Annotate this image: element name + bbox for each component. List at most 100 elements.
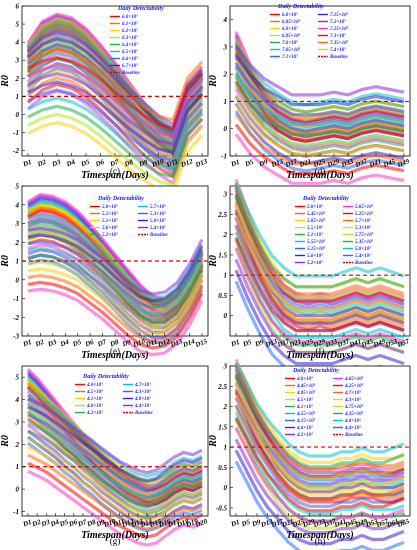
legend-entry: 4.45×10⁵ bbox=[296, 383, 316, 389]
legend-entry: 5.25×10⁵ bbox=[355, 211, 374, 217]
legend-entry: 4.35×10⁵ bbox=[344, 411, 364, 417]
series-line bbox=[234, 247, 405, 344]
series-line bbox=[27, 88, 204, 163]
legend-entry: Baseline bbox=[329, 55, 349, 60]
legend-entry: 5.7×10⁵ bbox=[150, 204, 166, 210]
y-tick-label: 3 bbox=[223, 191, 228, 199]
legend-entry: 7.1×10⁵ bbox=[282, 54, 298, 60]
legend: Daily Detectability 6.8×10⁵6.85×10⁵6.9×10… bbox=[270, 4, 349, 60]
legend-entry: Baseline bbox=[134, 411, 154, 416]
legend-entry: 4.4×10⁵ bbox=[134, 403, 151, 409]
legend-entry: 5.05×10⁵ bbox=[307, 218, 326, 224]
y-tick-label: 3 bbox=[15, 220, 20, 228]
series-line bbox=[234, 110, 405, 173]
series-line bbox=[27, 63, 204, 138]
legend-entry: 7.25×10⁵ bbox=[330, 26, 349, 32]
series-line bbox=[234, 236, 405, 333]
y-tick-label: 2 bbox=[15, 441, 20, 449]
series-line bbox=[234, 258, 405, 355]
series-line bbox=[27, 226, 204, 296]
legend-entry: 6.3×10⁵ bbox=[122, 35, 138, 41]
legend-entry: 6.2×10⁵ bbox=[122, 28, 138, 34]
legend-title: Daily Detectability bbox=[292, 368, 339, 374]
series-line bbox=[27, 233, 204, 303]
y-tick-label: 5 bbox=[16, 374, 20, 382]
x-tick-label: D11 bbox=[144, 337, 159, 349]
legend-entry: 6.0×10⁵ bbox=[122, 14, 138, 20]
legend-entry: 5.4×10⁵ bbox=[355, 253, 371, 259]
chart-panel: -1012345D1D2D3D4D5D6D7D8D9D10D11D12D13D1… bbox=[0, 365, 209, 547]
x-tick-label: D8 bbox=[85, 518, 97, 529]
x-tick-label: D21 bbox=[287, 337, 302, 349]
panel-label: (d) bbox=[315, 166, 326, 176]
legend-title: Daily Detectability bbox=[97, 196, 144, 202]
legend-entry: 6.1×10⁵ bbox=[122, 21, 138, 27]
legend-entry: 5.8×10⁵ bbox=[150, 218, 166, 224]
x-tick-label: D41 bbox=[347, 337, 362, 349]
series-line bbox=[27, 421, 203, 499]
legend-entry: 5.0×10⁵ bbox=[102, 204, 118, 210]
series-line bbox=[234, 225, 405, 322]
series-line bbox=[27, 461, 203, 539]
x-tick-label: D5 bbox=[241, 338, 253, 349]
x-axis-title: Timespan(Days) bbox=[286, 170, 353, 181]
y-tick-label: -2 bbox=[13, 314, 19, 322]
x-tick-label: D5 bbox=[58, 518, 70, 529]
series-line bbox=[27, 445, 203, 523]
x-tick-label: D9 bbox=[250, 518, 262, 529]
legend-entry: 4.15×10⁵ bbox=[296, 418, 316, 424]
panel-label: (e) bbox=[110, 346, 120, 356]
legend-entry: 4.3×10⁵ bbox=[134, 389, 151, 395]
legend: Daily Detectability 5.0×10⁵5.5×10⁵5.1×10⁵… bbox=[90, 196, 169, 238]
legend-entry: Baseline bbox=[149, 233, 169, 238]
series-line bbox=[27, 240, 204, 310]
series-line bbox=[27, 287, 204, 357]
x-tick-label: D6 bbox=[83, 338, 95, 349]
legend-entry: 4.4×10⁵ bbox=[344, 425, 361, 431]
legend-entry: 5.4×10⁵ bbox=[150, 225, 166, 231]
series-line bbox=[27, 72, 204, 146]
y-tick-label: 5 bbox=[16, 183, 20, 191]
y-tick-label: 0 bbox=[224, 312, 228, 320]
series-line bbox=[234, 133, 405, 185]
x-tick-label: D4 bbox=[64, 158, 76, 169]
series-line bbox=[26, 69, 204, 166]
series-line bbox=[234, 123, 405, 176]
x-tick-label: D8 bbox=[108, 338, 120, 349]
y-tick-label: -1 bbox=[13, 295, 19, 303]
legend-entry: 5.6×10⁵ bbox=[102, 225, 118, 231]
x-tick-label: D9 bbox=[257, 158, 269, 169]
x-tick-label: D9 bbox=[120, 338, 132, 349]
y-tick-label: 1 bbox=[16, 93, 20, 101]
x-tick-label: D5 bbox=[243, 158, 255, 169]
y-tick-label: -0.5 bbox=[216, 504, 228, 512]
series-line bbox=[234, 54, 405, 107]
legend-entry: 5.2×10⁵ bbox=[307, 260, 323, 266]
legend-entry: 7.0×10⁵ bbox=[282, 40, 298, 46]
x-tick-label: D3 bbox=[50, 158, 62, 169]
y-tick-label: 1.5 bbox=[218, 251, 227, 259]
y-tick-label: -1 bbox=[221, 153, 227, 161]
legend-entry: 5.1×10⁵ bbox=[102, 218, 118, 224]
y-tick-label: -3 bbox=[13, 333, 19, 341]
legend-entry: 6.8×10⁵ bbox=[282, 12, 298, 18]
legend-entry: 5.3×10⁵ bbox=[150, 211, 166, 217]
series-line bbox=[234, 427, 405, 524]
y-tick-label: 0 bbox=[16, 111, 20, 119]
series-line bbox=[27, 96, 204, 171]
legend-entry: 4.2×10⁵ bbox=[86, 410, 103, 416]
legend-entry: 6.9×10⁵ bbox=[282, 26, 298, 32]
legend-entry: Baseline bbox=[344, 433, 364, 438]
y-tick-label: 4 bbox=[223, 16, 228, 24]
series-line bbox=[234, 203, 405, 300]
legend-title: Daily Detectability bbox=[117, 6, 164, 12]
y-tick-label: 1 bbox=[16, 463, 20, 471]
panel-label: (c) bbox=[110, 166, 120, 176]
x-tick-label: D21 bbox=[297, 157, 312, 169]
y-tick-label: 3 bbox=[223, 363, 228, 371]
y-tick-label: 3 bbox=[223, 43, 228, 51]
y-tick-label: 0 bbox=[224, 484, 228, 492]
series-line bbox=[27, 80, 204, 154]
series-line bbox=[234, 84, 405, 136]
y-tick-label: -1 bbox=[13, 508, 19, 516]
